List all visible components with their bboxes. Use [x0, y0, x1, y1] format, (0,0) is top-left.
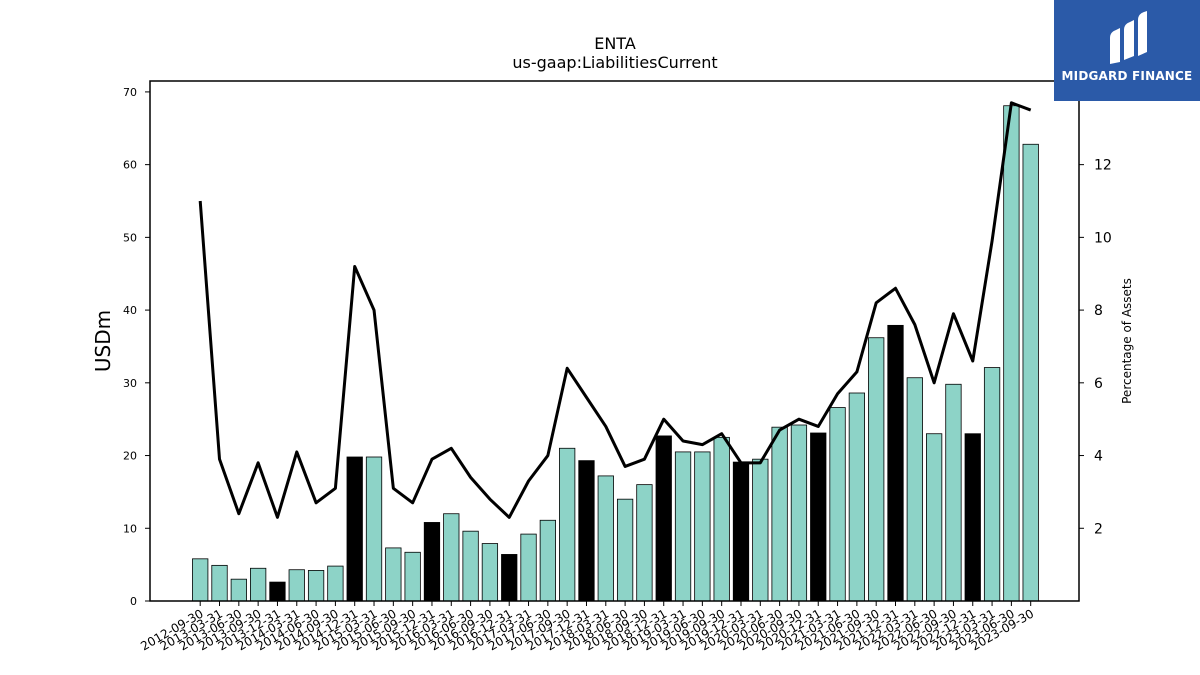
bar — [307, 570, 325, 602]
bar — [230, 578, 247, 602]
y-tick-label: 10 — [123, 522, 137, 535]
bar — [906, 377, 923, 602]
bar — [539, 519, 556, 602]
bar — [346, 456, 363, 602]
bar — [829, 407, 846, 602]
y-tick-label: 30 — [123, 377, 137, 390]
y-tick-label: 50 — [123, 231, 137, 244]
chart-title: ENTA — [594, 34, 636, 53]
bar — [520, 533, 537, 602]
y-tick-label: 40 — [123, 304, 137, 317]
chart-subtitle: us-gaap:LiabilitiesCurrent — [512, 53, 717, 72]
bar — [636, 484, 653, 602]
y-axis-label: USDm — [91, 310, 115, 372]
y2-tick-label: 8 — [1094, 303, 1103, 319]
y2-tick-label: 4 — [1094, 449, 1103, 465]
bar — [269, 581, 286, 602]
midgard-finance-logo: MIDGARD FINANCE — [1054, 0, 1200, 101]
bar — [945, 383, 962, 602]
axes-layer: 2012-09-302013-03-312013-06-302013-09-30… — [123, 86, 1112, 654]
bars-layer — [192, 105, 1039, 602]
bar — [887, 324, 904, 602]
y2-tick-label: 12 — [1094, 158, 1112, 174]
bar — [810, 432, 827, 602]
bar — [597, 475, 614, 602]
bar — [423, 522, 441, 602]
bar — [983, 367, 1001, 602]
bar — [385, 547, 402, 602]
bar — [848, 392, 866, 602]
y2-axis-label: Percentage of Assets — [1120, 278, 1134, 404]
bar — [655, 435, 672, 602]
bar — [694, 451, 711, 602]
bar — [732, 461, 750, 602]
bar — [481, 543, 499, 602]
bar — [771, 426, 788, 602]
y-tick-label: 60 — [123, 159, 137, 172]
bar — [1022, 143, 1039, 602]
y2-tick-label: 10 — [1094, 230, 1112, 246]
bar — [211, 564, 228, 602]
bar — [404, 551, 421, 602]
bar — [365, 456, 383, 602]
y2-tick-label: 2 — [1094, 521, 1103, 537]
midgard-logo-icon — [1110, 11, 1147, 64]
brand-name: MIDGARD FINANCE — [1061, 69, 1193, 83]
bar — [674, 451, 692, 602]
bar — [713, 436, 730, 602]
y-tick-label: 0 — [130, 595, 137, 608]
bar — [443, 513, 460, 602]
y-tick-label: 20 — [123, 450, 137, 463]
bar — [578, 460, 595, 602]
bar — [462, 530, 479, 602]
bar — [327, 565, 344, 602]
bar — [752, 458, 769, 602]
plot-frame — [149, 80, 1080, 602]
bar — [964, 433, 981, 602]
bar — [250, 567, 267, 602]
bar — [501, 554, 518, 602]
bar — [559, 447, 576, 602]
bar — [288, 569, 305, 602]
series-line — [198, 101, 1032, 519]
y2-tick-label: 6 — [1094, 376, 1103, 392]
bar — [616, 498, 634, 602]
line-layer — [198, 101, 1032, 519]
bar — [192, 558, 209, 602]
bar — [790, 424, 808, 602]
y-tick-label: 70 — [123, 86, 137, 99]
bar — [1003, 105, 1020, 602]
bar — [868, 337, 885, 602]
bar — [926, 433, 943, 602]
